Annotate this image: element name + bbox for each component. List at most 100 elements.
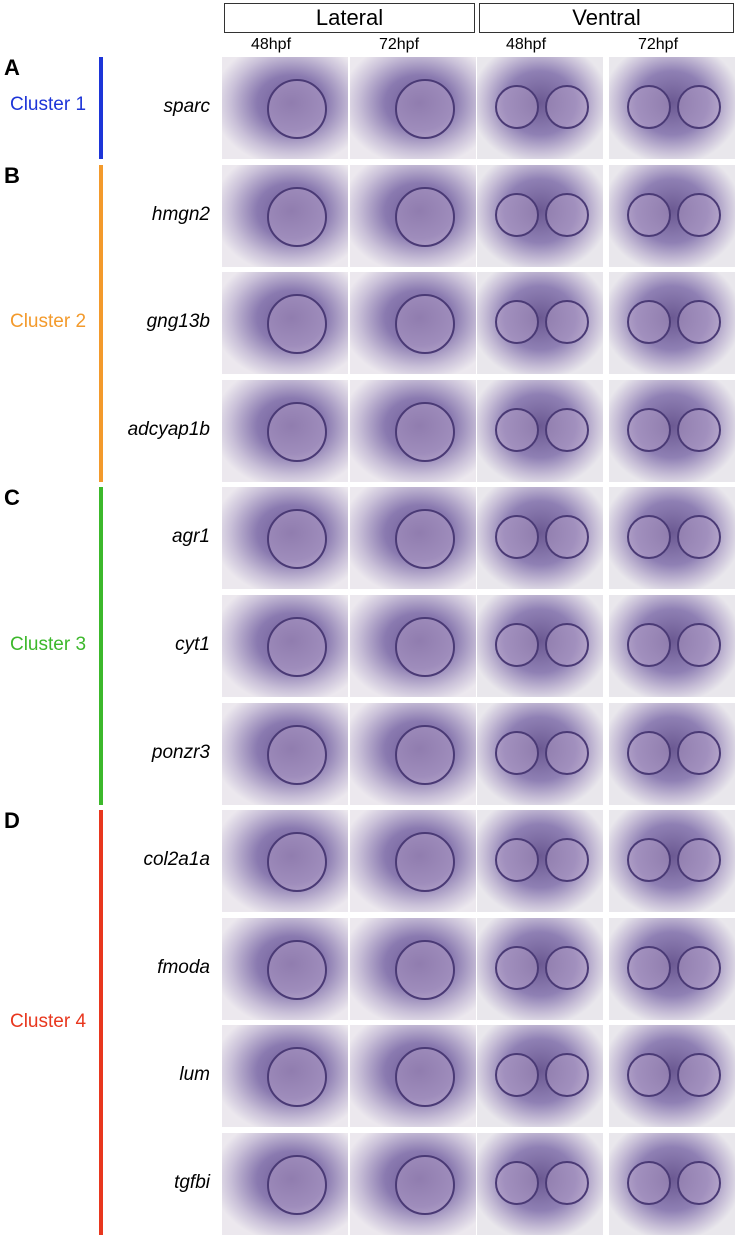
ish-image — [477, 379, 603, 482]
gene-name: hmgn2 — [151, 203, 210, 225]
eye — [395, 509, 455, 570]
eye — [545, 1161, 589, 1205]
ish-image — [609, 1133, 735, 1235]
ish-image — [350, 810, 476, 913]
gene-name: fmoda — [157, 956, 210, 978]
eye — [677, 1161, 721, 1205]
eye — [627, 192, 671, 237]
panel-letter: B — [4, 162, 20, 188]
eye — [267, 724, 327, 785]
eye — [545, 192, 589, 237]
panel-letter: D — [4, 808, 20, 834]
eye — [267, 1047, 327, 1108]
gene-name: tgfbi — [174, 1172, 210, 1193]
gene-name: gng13b — [146, 311, 210, 333]
eye — [545, 1053, 589, 1098]
eye — [677, 515, 721, 560]
ish-image — [477, 810, 603, 913]
ish-image — [477, 164, 603, 267]
ish-image — [222, 1133, 348, 1235]
eye — [627, 515, 671, 560]
eye — [267, 79, 327, 139]
ish-image — [477, 702, 603, 805]
eye — [627, 838, 671, 883]
gene-name: cyt1 — [175, 634, 210, 655]
eye — [545, 85, 589, 129]
ish-image — [350, 164, 476, 267]
eye — [545, 623, 589, 667]
panel-letter: A — [4, 55, 20, 80]
eye — [495, 192, 539, 237]
header-box: Ventral — [479, 3, 734, 33]
cluster-bar — [99, 487, 103, 805]
eye — [395, 186, 455, 247]
ish-image — [350, 379, 476, 482]
ish-image — [477, 1025, 603, 1128]
cluster-label: Cluster 4 — [9, 1010, 87, 1032]
eye — [677, 945, 721, 990]
ish-image — [222, 487, 348, 590]
eye — [495, 1161, 539, 1205]
cluster-bar — [99, 810, 103, 1235]
ish-image — [609, 379, 735, 482]
eye — [267, 1155, 327, 1215]
eye — [545, 515, 589, 560]
eye — [545, 407, 589, 452]
ish-image — [477, 1133, 603, 1235]
ish-image — [350, 57, 476, 159]
column-label: 72hpf — [378, 36, 420, 53]
eye — [267, 509, 327, 570]
ish-image — [350, 1133, 476, 1235]
ish-image — [609, 702, 735, 805]
cluster-label: Cluster 3 — [9, 634, 87, 655]
eye — [677, 838, 721, 883]
ish-image — [477, 595, 603, 697]
eye — [677, 1053, 721, 1098]
gene-name: col2a1a — [143, 849, 210, 871]
eye — [495, 300, 539, 345]
eye — [495, 1053, 539, 1098]
cluster-bar — [99, 164, 103, 482]
ish-image — [350, 702, 476, 805]
eye — [395, 724, 455, 785]
ish-image — [350, 595, 476, 697]
ish-image — [609, 917, 735, 1020]
ish-image — [222, 595, 348, 697]
eye — [395, 1155, 455, 1215]
eye — [545, 300, 589, 345]
ish-image — [350, 1025, 476, 1128]
eye — [677, 300, 721, 345]
eye — [495, 838, 539, 883]
eye — [627, 300, 671, 345]
eye — [627, 945, 671, 990]
ish-image — [477, 272, 603, 375]
ish-image — [222, 1025, 348, 1128]
ish-image — [350, 487, 476, 590]
ish-image — [222, 917, 348, 1020]
ish-image — [350, 917, 476, 1020]
eye — [395, 401, 455, 462]
gene-name: sparc — [163, 96, 210, 117]
eye — [677, 85, 721, 129]
ish-image — [222, 164, 348, 267]
cluster-label: Cluster 2 — [9, 311, 87, 333]
eye — [627, 623, 671, 667]
ish-image — [477, 917, 603, 1020]
eye — [677, 192, 721, 237]
gene-name: agr1 — [171, 526, 210, 548]
eye — [267, 939, 327, 1000]
eye — [495, 945, 539, 990]
eye — [677, 623, 721, 667]
ish-image — [609, 1025, 735, 1128]
eye — [267, 401, 327, 462]
eye — [267, 617, 327, 677]
eye — [395, 294, 455, 355]
cluster-bar — [99, 57, 103, 159]
column-label: 48hpf — [505, 36, 547, 53]
eye — [267, 294, 327, 355]
ish-image — [609, 595, 735, 697]
gene-name: lum — [179, 1064, 210, 1086]
eye — [495, 730, 539, 775]
eye — [627, 1053, 671, 1098]
